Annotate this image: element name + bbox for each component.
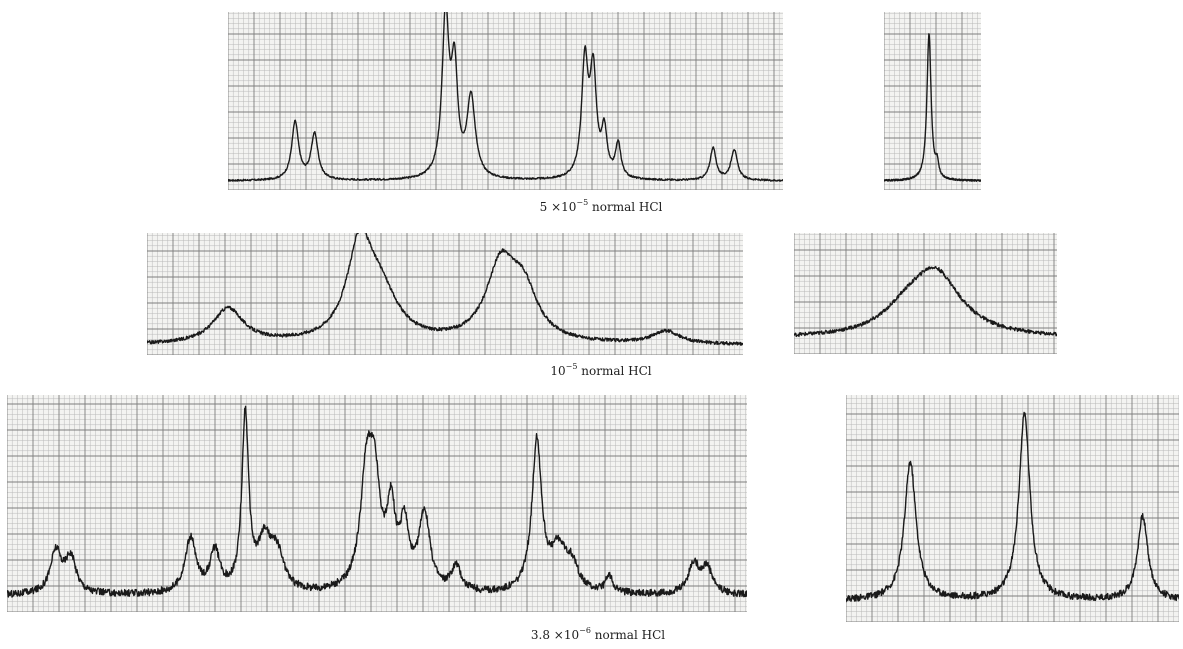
grid-minor xyxy=(228,12,783,190)
spectrum-trace xyxy=(884,33,981,183)
caption-row1: 5 ×10−5 normal HCl xyxy=(539,198,663,214)
caption-row3-exponent: −6 xyxy=(579,626,591,635)
grid-minor xyxy=(846,395,1179,622)
spectrum-panel-row1-side xyxy=(884,12,981,190)
caption-row3: 3.8 ×10−6 normal HCl xyxy=(530,626,666,642)
caption-row1-exponent: −5 xyxy=(576,198,589,207)
caption-row2-prefix: 10 xyxy=(550,364,566,378)
spectrum-trace xyxy=(228,12,783,182)
caption-row3-suffix: normal HCl xyxy=(590,628,666,642)
grid-minor xyxy=(884,12,981,190)
caption-row2-exponent: −5 xyxy=(565,362,578,371)
caption-row2-suffix: normal HCl xyxy=(577,364,652,378)
spectrum-panel-row3-side xyxy=(846,395,1179,622)
caption-row1-suffix: normal HCl xyxy=(588,200,663,214)
spectrum-trace xyxy=(147,233,743,346)
caption-row1-prefix: 5 ×10 xyxy=(539,200,577,214)
grid-major xyxy=(884,12,981,190)
grid-major xyxy=(228,12,783,190)
graph-paper xyxy=(228,12,783,190)
grid-minor xyxy=(794,233,1057,354)
spectrum-panel-row2-main xyxy=(147,233,743,355)
graph-paper xyxy=(794,233,1057,354)
spectrum-panel-row1-main xyxy=(228,12,783,190)
graph-paper xyxy=(884,12,981,190)
graph-paper xyxy=(147,233,743,355)
grid-major xyxy=(794,233,1057,354)
spectrum-panel-row3-main xyxy=(7,395,747,612)
spectrum-panel-row2-side xyxy=(794,233,1057,354)
grid-major xyxy=(7,395,747,612)
spectrum-trace xyxy=(846,411,1179,603)
spectrum-trace xyxy=(794,265,1057,338)
caption-row2: 10−5 normal HCl xyxy=(550,362,652,378)
caption-row3-prefix: 3.8 ×10 xyxy=(530,628,580,642)
spectrum-trace xyxy=(7,405,747,598)
grid-minor xyxy=(7,395,747,612)
